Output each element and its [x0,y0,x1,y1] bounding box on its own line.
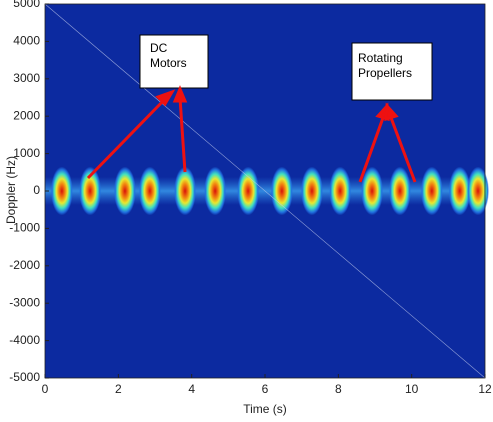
doppler-burst [237,166,260,216]
arrow [388,114,417,183]
x-tick-label: 12 [478,382,492,396]
y-tick-label: 5000 [13,0,40,10]
doppler-burst [113,166,136,216]
annotation: DC Motors [150,41,187,70]
arrow-head [384,102,399,122]
x-tick-label: 10 [405,382,419,396]
diagonal-artifact [44,3,486,379]
doppler-burst [50,166,73,216]
arrow [178,97,187,173]
doppler-burst [388,166,411,216]
x-axis-label: Time (s) [243,402,287,416]
doppler-burst [329,166,352,216]
y-tick-label: -5000 [9,370,40,384]
y-tick-label: -1000 [9,221,40,235]
annotation-box [351,42,433,101]
x-tick-label: 8 [335,382,342,396]
annotation: Rotating Propellers [358,51,412,80]
doppler-burst [204,166,227,216]
x-tick-label: 6 [262,382,269,396]
doppler-burst [448,166,471,216]
doppler-burst [300,166,323,216]
arrow-head [155,89,176,107]
arrow [86,96,168,180]
y-axis-label: Doppler (Hz) [4,156,18,224]
x-tick-label: 2 [115,382,122,396]
doppler-burst [270,166,293,216]
doppler-burst [420,166,443,216]
y-tick-label: 4000 [13,34,40,48]
y-tick-label: 0 [33,183,40,197]
arrows [86,85,417,183]
doppler-burst [467,166,490,216]
x-tick-label: 4 [188,382,195,396]
doppler-burst [361,166,384,216]
y-tick-label: 3000 [13,71,40,85]
x-tick-label: 0 [42,382,49,396]
axes: 0 2 4 6 8 10 12 -5000 -4000 -3000 -2000 -1000 0 1000 2… [9,0,492,396]
y-tick-label: 2000 [13,108,40,122]
arrow [358,114,386,183]
doppler-burst [138,166,161,216]
doppler-burst [79,166,102,216]
y-tick-label: -2000 [9,258,40,272]
y-tick-label: -4000 [9,333,40,347]
arrow-head [172,85,188,103]
annotation-box [139,34,209,89]
doppler-burst [174,166,197,216]
y-tick-label: -3000 [9,295,40,309]
y-tick-label: 1000 [13,146,40,160]
